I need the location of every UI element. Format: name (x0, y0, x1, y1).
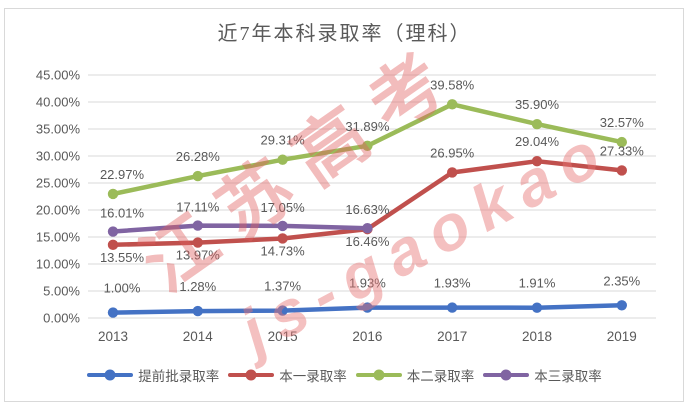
data-point-marker (277, 220, 288, 232)
x-axis-tick-label: 2016 (352, 329, 382, 344)
data-point-marker (192, 237, 203, 248)
legend-line-marker (355, 369, 402, 381)
data-point-marker (531, 302, 543, 313)
legend-line-marker (483, 369, 530, 381)
data-label: 35.90% (515, 97, 560, 112)
data-point-marker (362, 140, 373, 151)
data-point-marker (616, 165, 627, 176)
data-point-marker (447, 167, 458, 178)
data-point-marker (616, 136, 627, 148)
data-label: 2.35% (603, 273, 640, 288)
data-label: 29.04% (515, 134, 560, 149)
data-point-marker (277, 305, 288, 316)
legend-item: 本一录取率 (228, 365, 347, 385)
data-label: 22.97% (100, 167, 145, 182)
y-axis-tick-label: 5.00% (43, 284, 80, 299)
data-point-marker (616, 300, 627, 311)
x-axis-tick-label: 2014 (183, 329, 214, 344)
data-label: 1.37% (264, 279, 301, 294)
legend-line-marker (87, 369, 134, 381)
data-point-marker (107, 226, 119, 237)
legend-dot-marker (245, 369, 257, 381)
data-label: 1.93% (349, 276, 386, 291)
data-point-marker (192, 170, 203, 182)
chart-title: 近7年本科录取率（理科） (217, 23, 472, 45)
legend-line-marker (228, 369, 275, 381)
data-point-marker (447, 302, 458, 313)
series-line (110, 223, 370, 234)
legend-item: 本三录取率 (483, 365, 602, 385)
data-label: 1.93% (434, 276, 471, 291)
data-point-marker (107, 188, 119, 200)
data-label: 16.63% (345, 202, 390, 217)
data-label: 16.46% (345, 234, 390, 249)
y-axis-tick-label: 45.00% (36, 68, 81, 83)
data-point-marker (362, 302, 373, 313)
y-axis-tick-label: 40.00% (36, 95, 81, 110)
y-axis-tick-label: 0.00% (43, 311, 80, 326)
data-label: 32.57% (600, 115, 645, 130)
data-label: 1.00% (104, 281, 141, 296)
y-axis-tick-label: 30.00% (36, 149, 81, 164)
data-label: 17.05% (261, 200, 306, 215)
data-point-marker (531, 155, 543, 167)
x-axis-tick-label: 2017 (437, 329, 467, 344)
legend-label: 本二录取率 (406, 369, 475, 384)
x-axis-tick-label: 2018 (522, 329, 552, 344)
legend-dot-marker (104, 369, 116, 381)
data-label: 39.58% (430, 77, 475, 92)
data-point-marker (107, 239, 119, 251)
data-label: 29.31% (261, 133, 306, 148)
data-label: 26.95% (430, 145, 475, 160)
data-point-marker (362, 222, 373, 234)
legend-label: 本一录取率 (279, 369, 347, 384)
data-point-marker (277, 154, 288, 165)
y-axis-tick-label: 10.00% (36, 257, 81, 272)
legend-dot-marker (373, 369, 385, 381)
data-label: 17.11% (176, 200, 220, 215)
data-point-marker (192, 220, 203, 231)
data-point-marker (192, 305, 203, 317)
data-point-marker (447, 99, 458, 110)
data-label: 14.73% (261, 243, 306, 258)
legend-label: 提前批录取率 (138, 369, 220, 384)
legend-item: 提前批录取率 (87, 365, 219, 385)
x-axis-tick-label: 2019 (607, 329, 637, 344)
x-axis-tick-label: 2015 (268, 329, 298, 344)
data-label: 26.28% (176, 149, 221, 164)
y-axis-tick-label: 25.00% (36, 176, 81, 191)
data-label: 1.28% (179, 279, 216, 294)
data-label: 31.89% (345, 119, 390, 134)
legend-item: 本二录取率 (355, 365, 475, 385)
legend-dot-marker (500, 369, 512, 381)
chart-legend: 提前批录取率 本一录取率 本二录取率 本三录取率 (0, 362, 689, 388)
data-point-marker (531, 118, 543, 130)
data-label: 1.91% (519, 276, 556, 291)
y-axis-tick-label: 15.00% (36, 230, 81, 245)
data-label: 13.55% (100, 250, 145, 265)
data-point-marker (107, 307, 119, 318)
y-axis-tick-label: 35.00% (36, 122, 81, 137)
x-axis-tick-label: 2013 (98, 329, 128, 344)
data-point-marker (277, 233, 288, 244)
y-axis-tick-label: 20.00% (36, 203, 81, 218)
data-label: 27.33% (600, 143, 645, 158)
data-label: 13.97% (176, 248, 221, 263)
legend-label: 本三录取率 (534, 369, 602, 384)
data-label: 16.01% (100, 206, 145, 221)
